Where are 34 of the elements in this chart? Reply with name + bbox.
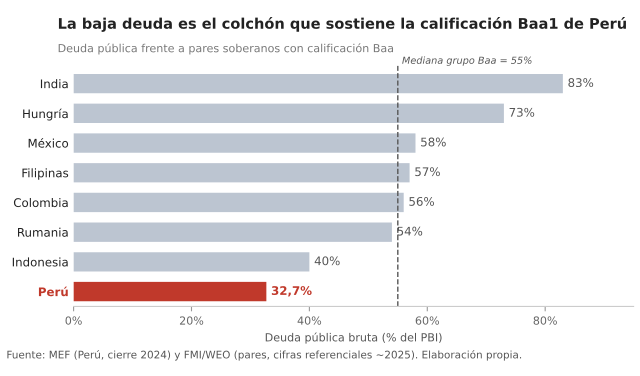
data-label: 57% — [415, 167, 440, 176]
chart-title: La baja deuda es el colchón que sostiene la calificación Baa1 de Perú — [58, 17, 626, 32]
bar — [74, 74, 563, 94]
y-tick-label: India — [40, 79, 68, 88]
y-tick-label: México — [28, 138, 68, 148]
bar — [74, 163, 410, 182]
y-tick-label: Perú — [38, 286, 68, 296]
bar — [74, 192, 404, 212]
bar — [74, 104, 504, 123]
data-label: 56% — [409, 196, 434, 206]
bar — [74, 133, 416, 153]
ref-line-label: Mediana grupo Baa = 55% — [402, 56, 532, 66]
y-tick-label: Rumania — [18, 228, 68, 237]
bar — [74, 222, 392, 242]
source-note: Fuente: MEF (Perú, cierre 2024) y FMI/WEO (pares, cifras referenciales ~2025). Elaboración propia. — [7, 350, 522, 361]
data-label: 83% — [568, 78, 594, 88]
data-label: 73% — [510, 108, 534, 117]
y-tick-label: Filipinas — [22, 168, 68, 180]
x-tick-label: 0% — [66, 316, 82, 325]
x-axis-title: Deuda pública bruta (% del PBI) — [266, 332, 442, 344]
x-tick-label: 40% — [298, 316, 322, 325]
y-tick-label: Colombia — [14, 198, 68, 208]
chart-subtitle: Deuda pública frente a pares soberanos con calificación Baa — [58, 43, 394, 54]
data-label: 40% — [314, 256, 340, 266]
data-label: 32,7% — [272, 286, 312, 297]
bar — [74, 282, 266, 302]
y-tick-label: Hungría — [23, 108, 68, 121]
x-tick-label: 80% — [534, 316, 557, 325]
x-tick-label: 20% — [180, 316, 204, 325]
bar — [74, 252, 310, 272]
x-tick-label: 60% — [416, 316, 440, 325]
y-tick-label: Indonesia — [12, 257, 68, 267]
data-label: 54% — [398, 226, 422, 236]
data-label: 58% — [421, 138, 446, 146]
